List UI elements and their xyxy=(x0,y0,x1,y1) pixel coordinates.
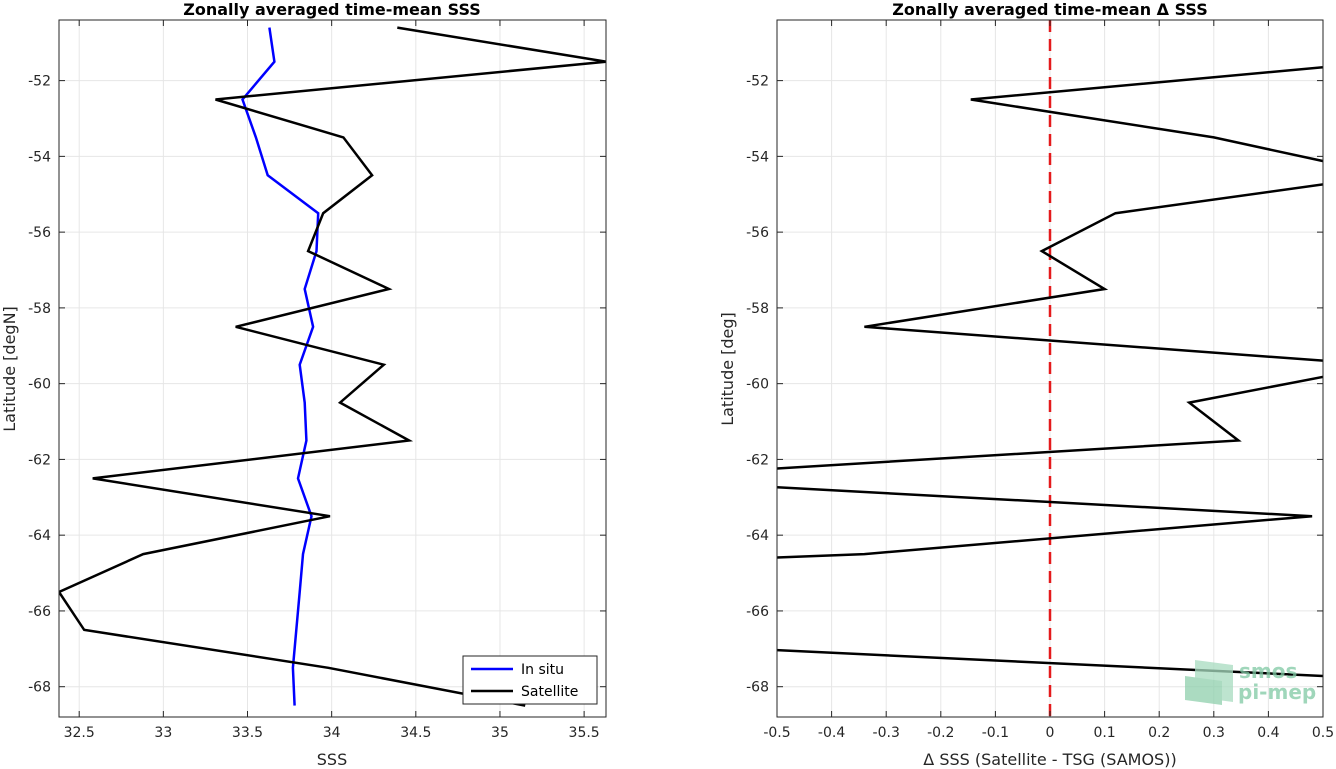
delta-sss-x-ticks: -0.5 -0.4 -0.3 -0.2 -0.1 0 0.1 0.2 0.3 0.4 0.5 xyxy=(763,20,1334,741)
sss-in-situ-line xyxy=(241,27,320,706)
sss-y-tick-label: -64 xyxy=(28,528,51,544)
sss-x-tick-label: 33.5 xyxy=(232,725,263,741)
delta-sss-x-tick-label: 0.2 xyxy=(1148,725,1170,741)
sss-chart-title: Zonally averaged time-mean SSS xyxy=(183,0,481,19)
sss-x-tick-label: 34.5 xyxy=(400,725,431,741)
delta-sss-x-tick-label: -0.5 xyxy=(763,725,790,741)
delta-sss-x-tick-label: -0.1 xyxy=(982,725,1009,741)
delta-sss-y-tick-label: -56 xyxy=(746,225,769,241)
delta-sss-y-ticks: -68 -66 -64 -62 -60 -58 -56 -54 -52 xyxy=(746,74,1323,696)
delta-sss-x-tick-label: 0 xyxy=(1046,725,1055,741)
delta-sss-y-tick-label: -60 xyxy=(746,377,769,393)
legend-box xyxy=(462,655,598,705)
delta-sss-x-axis-label: Δ SSS (Satellite - TSG (SAMOS)) xyxy=(923,750,1176,769)
logo-block-front xyxy=(1185,676,1222,705)
sss-y-tick-label: -58 xyxy=(28,301,51,317)
sss-axes-frame xyxy=(58,19,607,718)
delta-sss-series-0-line xyxy=(777,65,1323,678)
delta-sss-panel: -0.5 -0.4 -0.3 -0.2 -0.1 0 0.1 0.2 0.3 0.4 0.5 -68… xyxy=(718,0,1334,769)
sss-x-tick-label: 33 xyxy=(154,725,172,741)
sss-y-tick-label: -52 xyxy=(28,74,51,90)
sss-x-axis-label: SSS xyxy=(317,750,347,769)
sss-gridlines xyxy=(59,20,606,717)
delta-sss-x-tick-label: -0.4 xyxy=(818,725,845,741)
legend-satellite-label: Satellite xyxy=(521,684,578,700)
delta-sss-y-tick-label: -54 xyxy=(746,149,769,165)
sss-y-tick-label: -62 xyxy=(28,452,51,468)
delta-sss-series xyxy=(777,20,1323,717)
sss-y-tick-label: -68 xyxy=(28,680,51,696)
delta-sss-y-tick-label: -58 xyxy=(746,301,769,317)
delta-sss-x-tick-label: -0.2 xyxy=(927,725,954,741)
sss-satellite-line xyxy=(59,26,606,707)
sss-y-axis-label: Latitude [degN] xyxy=(0,306,19,432)
sss-legend: In situ Satellite xyxy=(462,655,598,705)
sss-y-tick-label: -54 xyxy=(28,149,51,165)
delta-sss-x-tick-label: 0.4 xyxy=(1257,725,1279,741)
sss-x-ticks: 32.5 33 33.5 34 34.5 35 35.5 xyxy=(64,20,600,741)
delta-sss-y-tick-label: -62 xyxy=(746,452,769,468)
sss-panel: 32.5 33 33.5 34 34.5 35 35.5 -68 -66 -64 -62 -60 -5… xyxy=(0,0,607,769)
delta-sss-y-axis-label: Latitude [deg] xyxy=(718,312,737,426)
sss-x-tick-label: 32.5 xyxy=(64,725,95,741)
logo-text-pi-mep: pi-mep xyxy=(1238,680,1316,704)
delta-sss-chart-title: Zonally averaged time-mean Δ SSS xyxy=(892,0,1208,19)
delta-sss-y-tick-label: -64 xyxy=(746,528,769,544)
delta-sss-x-tick-label: -0.3 xyxy=(873,725,900,741)
delta-sss-x-tick-label: 0.1 xyxy=(1093,725,1115,741)
sss-y-tick-label: -56 xyxy=(28,225,51,241)
delta-sss-y-tick-label: -66 xyxy=(746,604,769,620)
delta-sss-x-tick-label: 0.3 xyxy=(1203,725,1225,741)
delta-sss-y-tick-label: -52 xyxy=(746,74,769,90)
legend-in-situ-label: In situ xyxy=(521,662,564,678)
sss-y-tick-label: -66 xyxy=(28,604,51,620)
logo-text-smos: smos xyxy=(1239,659,1297,683)
sss-series xyxy=(59,26,606,707)
sss-x-tick-label: 34 xyxy=(323,725,341,741)
sss-x-tick-label: 35 xyxy=(491,725,509,741)
sss-y-ticks: -68 -66 -64 -62 -60 -58 -56 -54 -52 xyxy=(28,74,606,696)
delta-sss-y-tick-label: -68 xyxy=(746,680,769,696)
sss-x-tick-label: 35.5 xyxy=(569,725,600,741)
sss-y-tick-label: -60 xyxy=(28,377,51,393)
delta-sss-x-tick-label: 0.5 xyxy=(1312,725,1334,741)
smos-pi-mep-logo: smos pi-mep xyxy=(1185,659,1316,705)
